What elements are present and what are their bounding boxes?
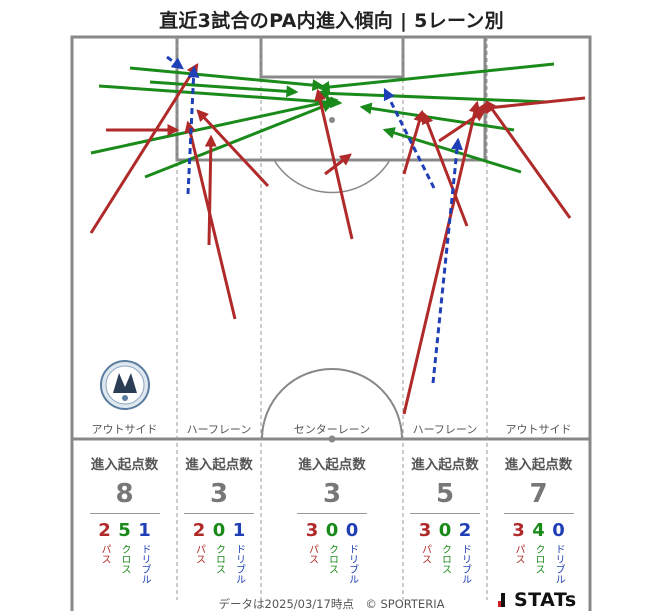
dribble-arrow [186,65,200,195]
cross-count: 4 クロス [532,520,545,574]
pass-arrow [402,109,426,175]
cross-count: 5 クロス [118,520,131,574]
brand-logo: STATs [498,589,577,611]
stats-logo-icon [498,593,508,607]
cross-arrow [382,127,522,174]
stats-total: 3 [209,479,229,509]
pass-arrow [184,120,237,320]
lane-stats-outside-right: 進入起点数 7 3 パス 4 クロス 0 ドリブル [487,453,590,584]
lane-label-outside-left: アウトサイド [91,423,158,436]
lane-label-halfspace-right: ハーフレーン [412,423,478,436]
pass-arrow [485,100,572,219]
stats-header: 進入起点数 [504,457,573,473]
lane-label-center: センターレーン [293,423,371,436]
pass-arrows [89,62,586,415]
stats-total: 5 [435,479,455,509]
cross-arrow [359,102,515,132]
pass-arrow [421,111,469,227]
page-title: 直近3試合のPA内進入傾向 | 5レーン別 [159,10,504,32]
stats-total: 3 [322,479,342,509]
pass-count: 3 パス [512,520,525,564]
dribble-arrow [431,137,463,384]
stats-header: 進入起点数 [185,457,253,473]
pass-arrow [89,62,199,234]
stats-header: 進入起点数 [90,457,159,473]
pass-count: 2 パス [98,520,111,564]
center-circle [261,368,403,440]
pass-arrow [204,134,217,246]
stats-divider [297,513,367,514]
stats-breakdown: 3 パス 4 クロス 0 ドリブル [487,520,590,584]
footer-credit: データは2025/03/17時点 © SPORTERIA [218,597,445,611]
stats-header: 進入起点数 [411,457,479,473]
stats-breakdown: 3 パス 0 クロス 0 ドリブル [261,520,403,584]
lane-stats-halfspace-right: 進入起点数 5 3 パス 0 クロス 2 ドリブル [403,453,487,584]
pass-count: 2 パス [192,520,206,564]
stats-divider [184,513,254,514]
lane-stats-outside-left: 進入起点数 8 2 パス 5 クロス 1 ドリブル [72,453,177,584]
stats-divider [503,513,574,514]
goal-area [259,35,405,79]
stats-total: 8 [115,479,134,509]
lane-stats-center: 進入起点数 3 3 パス 0 クロス 0 ドリブル [261,453,403,584]
stats-breakdown: 2 パス 5 クロス 1 ドリブル [72,520,177,584]
cross-arrow [316,87,549,104]
pass-arrow [324,153,352,176]
fc-osaka-logo [100,360,150,410]
penalty-arc [273,159,391,194]
pass-arrow [438,109,486,143]
center-spot [328,435,336,443]
cross-arrow [317,62,555,93]
dribble-count: 2 ドリブル [458,520,472,584]
penalty-spot [329,117,335,123]
cross-arrows [90,62,555,179]
cross-count: 0 クロス [212,520,226,574]
cross-count: 0 クロス [325,520,339,574]
stats-header: 進入起点数 [298,457,366,473]
cross-arrow [98,84,343,109]
dribble-arrow [166,55,184,70]
cross-arrow [129,66,325,92]
stats-divider [410,513,480,514]
stats-total: 7 [529,479,548,509]
pass-arrow [475,96,586,114]
stats-breakdown: 3 パス 0 クロス 2 ドリブル [403,520,487,584]
dribble-arrow [383,87,436,189]
dribble-count: 0 ドリブル [345,520,359,584]
cross-arrow [149,80,299,98]
pass-count: 3 パス [418,520,432,564]
pass-arrow [402,100,481,415]
dribble-count: 0 ドリブル [552,520,565,584]
dribble-count: 1 ドリブル [232,520,246,584]
cross-count: 0 クロス [438,520,452,574]
dribble-count: 1 ドリブル [138,520,151,584]
pass-arrow [196,109,270,188]
lane-label-outside-right: アウトサイド [505,423,572,436]
brand-text: STATs [514,589,577,611]
lane-label-halfspace-left: ハーフレーン [186,423,252,436]
stats-breakdown: 2 パス 0 クロス 1 ドリブル [177,520,261,584]
stats-divider [89,513,160,514]
cross-arrow [144,100,335,179]
lane-stats-halfspace-left: 進入起点数 3 2 パス 0 クロス 1 ドリブル [177,453,261,584]
dribble-arrows [166,55,463,384]
pass-count: 3 パス [305,520,319,564]
